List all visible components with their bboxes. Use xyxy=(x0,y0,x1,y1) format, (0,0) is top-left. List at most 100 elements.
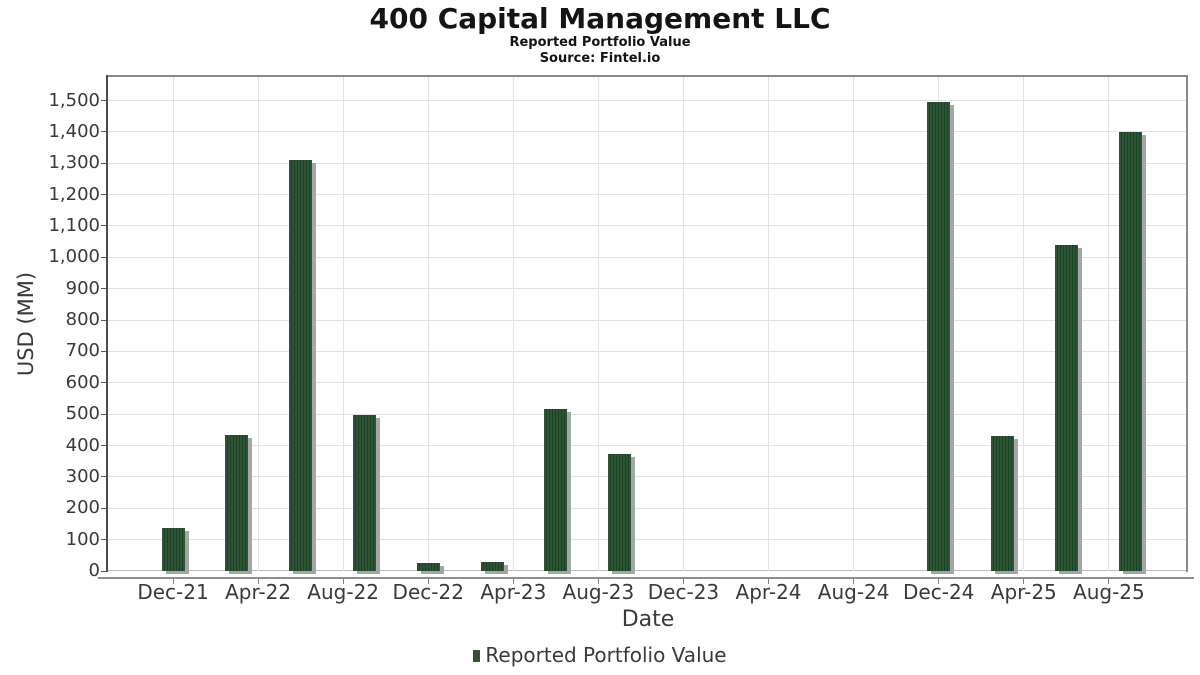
gridline-horizontal xyxy=(108,194,1186,196)
y-axis-line xyxy=(106,75,108,572)
gridline-vertical xyxy=(597,77,599,571)
y-tick-label: 0 xyxy=(88,560,100,581)
y-tick-mark xyxy=(101,131,106,133)
y-tick-label: 1,200 xyxy=(48,183,100,205)
y-tick-mark xyxy=(101,288,106,290)
y-tick-label: 1,000 xyxy=(48,246,100,268)
x-tick-label: Aug-25 xyxy=(1073,580,1145,604)
y-tick-label: 1,400 xyxy=(48,120,100,142)
y-tick-label: 900 xyxy=(65,277,100,299)
gridline-vertical xyxy=(427,77,429,571)
y-tick-label: 600 xyxy=(65,371,100,393)
x-tick-mark xyxy=(597,579,599,584)
chart-source: Source: Fintel.io xyxy=(539,51,661,66)
y-tick-mark xyxy=(101,225,106,227)
gridline-horizontal xyxy=(108,539,1186,541)
y-tick-label: 700 xyxy=(65,340,100,362)
chart-subtitle: Reported Portfolio Value xyxy=(509,35,691,50)
bar-jun-22 xyxy=(289,160,313,571)
x-tick-mark xyxy=(1108,579,1110,584)
y-tick-mark xyxy=(101,256,106,258)
plot-border-right xyxy=(1186,75,1188,572)
x-tick-label: Aug-23 xyxy=(562,580,635,604)
y-tick-mark xyxy=(101,162,106,164)
gridline-vertical xyxy=(512,77,514,571)
bar-sep-22 xyxy=(352,415,376,571)
gridline-horizontal xyxy=(108,100,1186,102)
y-tick-label: 300 xyxy=(65,465,100,487)
y-tick-mark xyxy=(101,445,106,447)
x-tick-label: Dec-22 xyxy=(392,580,464,604)
x-tick-label: Apr-22 xyxy=(225,580,292,604)
y-tick-mark xyxy=(101,382,106,384)
x-tick-label: Dec-24 xyxy=(903,580,975,604)
x-tick-label: Aug-24 xyxy=(817,580,890,604)
y-tick-label: 100 xyxy=(65,528,100,550)
y-tick-mark xyxy=(101,476,106,478)
x-tick-label: Apr-23 xyxy=(480,580,547,604)
y-tick-mark xyxy=(101,194,106,196)
bar-dec-22 xyxy=(416,563,440,571)
y-tick-label: 500 xyxy=(65,403,100,425)
x-axis-title: Date xyxy=(621,607,675,632)
legend-label: Reported Portfolio Value xyxy=(485,643,727,667)
y-tick-mark xyxy=(101,100,106,102)
gridline-horizontal xyxy=(108,413,1186,415)
x-tick-mark xyxy=(257,579,259,584)
gridline-horizontal xyxy=(108,445,1186,447)
gridline-vertical xyxy=(682,77,684,571)
x-tick-mark xyxy=(768,579,770,584)
x-tick-label: Apr-24 xyxy=(735,580,802,604)
gridline-horizontal xyxy=(108,131,1186,133)
gridline-vertical xyxy=(853,77,855,571)
bar-dec-21 xyxy=(161,528,185,571)
x-tick-mark xyxy=(938,579,940,584)
bar-dec-24 xyxy=(927,102,951,571)
gridline-vertical xyxy=(257,77,259,571)
gridline-vertical xyxy=(342,77,344,571)
x-tick-mark xyxy=(853,579,855,584)
x-tick-mark xyxy=(172,579,174,584)
bar-mar-23 xyxy=(480,562,504,571)
y-tick-mark xyxy=(101,539,106,541)
y-tick-label: 1,100 xyxy=(48,214,100,236)
gridline-vertical xyxy=(768,77,770,571)
x-tick-mark xyxy=(427,579,429,584)
y-tick-label: 200 xyxy=(65,497,100,519)
x-tick-label: Dec-21 xyxy=(137,580,209,604)
y-tick-mark xyxy=(101,570,106,572)
bar-jun-23 xyxy=(544,409,568,571)
gridline-horizontal xyxy=(108,476,1186,478)
bar-sep-25 xyxy=(1118,132,1142,571)
gridline-horizontal xyxy=(108,288,1186,290)
chart-title: 400 Capital Management LLC xyxy=(369,2,831,35)
legend: Reported Portfolio Value xyxy=(0,644,1200,666)
x-tick-mark xyxy=(1023,579,1025,584)
gridline-horizontal xyxy=(108,382,1186,384)
gridline-horizontal xyxy=(108,319,1186,321)
y-tick-mark xyxy=(101,319,106,321)
x-tick-label: Aug-22 xyxy=(307,580,380,604)
bar-mar-25 xyxy=(991,436,1015,571)
legend-marker-icon xyxy=(473,650,481,662)
y-tick-mark xyxy=(101,413,106,415)
bar-sep-23 xyxy=(608,454,632,571)
gridline-vertical xyxy=(1108,77,1110,571)
plot-border-top xyxy=(106,75,1188,77)
y-tick-label: 400 xyxy=(65,434,100,456)
gridline-horizontal xyxy=(108,350,1186,352)
gridline-horizontal xyxy=(108,507,1186,509)
bar-jun-25 xyxy=(1054,245,1078,571)
y-tick-mark xyxy=(101,507,106,509)
x-tick-mark xyxy=(342,579,344,584)
y-tick-label: 1,500 xyxy=(48,89,100,111)
y-tick-label: 1,300 xyxy=(48,152,100,174)
gridline-horizontal xyxy=(108,162,1186,164)
gridline-vertical xyxy=(172,77,174,571)
y-tick-label: 800 xyxy=(65,309,100,331)
x-tick-mark xyxy=(682,579,684,584)
gridline-horizontal xyxy=(108,256,1186,258)
x-tick-mark xyxy=(512,579,514,584)
